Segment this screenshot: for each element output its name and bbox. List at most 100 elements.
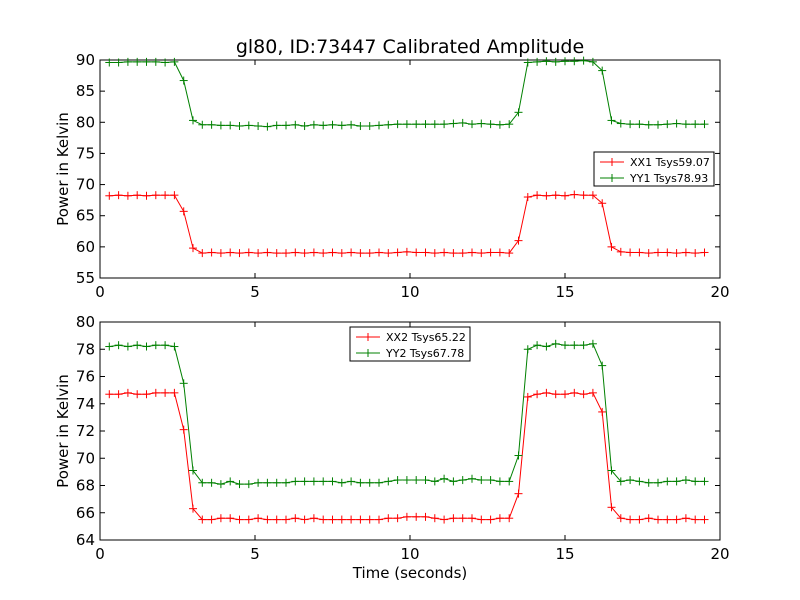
data-point	[235, 515, 244, 524]
data-point	[356, 515, 365, 524]
x-tick-label: 0	[95, 545, 105, 563]
data-point	[114, 58, 123, 67]
x-tick-label: 10	[400, 545, 419, 563]
data-point	[700, 515, 709, 524]
data-point	[142, 57, 151, 66]
data-point	[133, 341, 142, 350]
data-point	[365, 478, 374, 487]
data-point	[654, 478, 662, 487]
legend: XX1 Tsys59.07 YY1 Tsys78.93	[593, 151, 715, 187]
x-tick-label: 5	[250, 283, 260, 301]
y-axis-label: Power in Kelvin	[54, 112, 72, 226]
legend: XX2 Tsys65.22 YY2 Tsys67.78	[349, 326, 471, 362]
data-point	[663, 515, 672, 524]
data-point	[356, 122, 365, 131]
data-point	[579, 341, 588, 350]
data-point	[514, 236, 523, 245]
data-point	[440, 120, 449, 129]
data-point	[328, 120, 337, 129]
y-tick-label: 80	[76, 113, 95, 131]
data-point	[291, 248, 300, 257]
data-point	[598, 361, 607, 370]
data-point	[570, 388, 579, 397]
data-point	[309, 120, 318, 129]
data-point	[449, 249, 458, 258]
data-point	[607, 503, 616, 512]
data-point	[691, 120, 700, 129]
data-point	[644, 120, 653, 129]
y-tick-label: 55	[76, 269, 95, 287]
data-point	[421, 120, 430, 129]
y-tick-label: 72	[76, 422, 95, 440]
data-point	[170, 388, 179, 397]
data-point	[123, 57, 132, 66]
data-point	[561, 57, 569, 66]
data-point	[216, 480, 225, 489]
data-point	[626, 120, 635, 129]
data-point	[226, 121, 235, 130]
data-point	[319, 249, 328, 258]
data-point	[495, 514, 504, 523]
y-tick-label: 75	[76, 144, 95, 162]
data-point	[681, 514, 690, 523]
data-point	[114, 390, 123, 399]
data-point	[449, 514, 458, 523]
data-point	[179, 76, 188, 85]
data-point	[523, 58, 532, 67]
data-point	[282, 515, 290, 524]
legend-entry: YY1 Tsys78.93	[600, 172, 708, 185]
data-point	[216, 249, 225, 258]
data-point	[551, 191, 560, 200]
data-point	[291, 477, 300, 486]
data-point	[393, 248, 402, 257]
data-point	[263, 478, 272, 487]
data-point	[523, 345, 532, 354]
data-point	[179, 425, 188, 434]
data-point	[570, 341, 579, 350]
data-point	[477, 249, 486, 258]
data-point	[161, 191, 170, 200]
data-point	[412, 120, 421, 129]
data-point	[384, 514, 393, 523]
data-point	[644, 249, 653, 258]
data-point	[216, 514, 225, 523]
data-point	[616, 119, 625, 128]
x-tick-label: 0	[95, 283, 105, 301]
data-point	[514, 451, 523, 460]
data-point	[375, 478, 383, 487]
data-point	[123, 342, 132, 351]
data-point	[477, 515, 486, 524]
data-point	[421, 512, 430, 521]
data-point	[654, 248, 662, 257]
data-point	[691, 249, 700, 258]
data-point	[672, 249, 681, 258]
data-point	[207, 248, 216, 257]
data-point	[179, 379, 188, 388]
data-point	[282, 121, 290, 130]
data-point	[570, 190, 579, 199]
data-point	[672, 119, 681, 128]
legend-box	[593, 151, 715, 187]
data-point	[430, 249, 439, 258]
data-point	[319, 515, 328, 524]
data-point	[598, 66, 607, 75]
data-point	[328, 248, 337, 257]
data-point	[161, 388, 170, 397]
data-point	[254, 514, 263, 523]
x-tick-label: 20	[710, 545, 729, 563]
data-point	[412, 248, 421, 257]
data-point	[170, 342, 179, 351]
data-point	[356, 249, 365, 258]
data-point	[272, 478, 281, 487]
data-point	[272, 121, 281, 130]
data-point	[588, 339, 597, 348]
data-point	[616, 247, 625, 256]
data-point	[616, 477, 625, 486]
data-point	[300, 477, 309, 486]
data-point	[179, 207, 188, 216]
data-point	[635, 515, 644, 524]
data-point	[486, 476, 495, 485]
y-tick-label: 78	[76, 340, 95, 358]
